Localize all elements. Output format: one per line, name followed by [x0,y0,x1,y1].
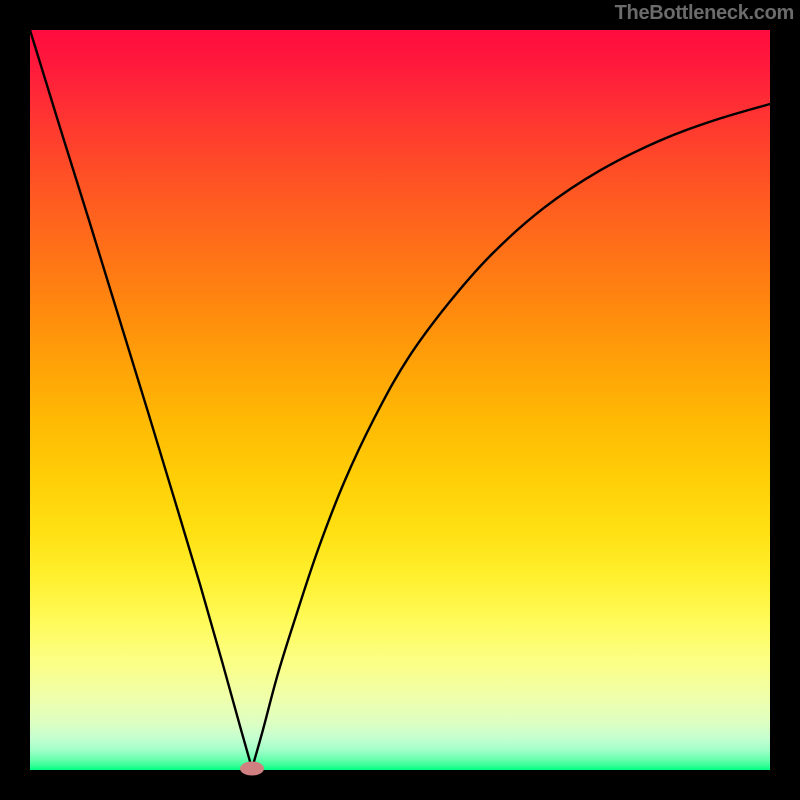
optimal-marker [240,762,264,776]
bottleneck-chart-svg [0,0,800,800]
chart-root: TheBottleneck.com [0,0,800,800]
